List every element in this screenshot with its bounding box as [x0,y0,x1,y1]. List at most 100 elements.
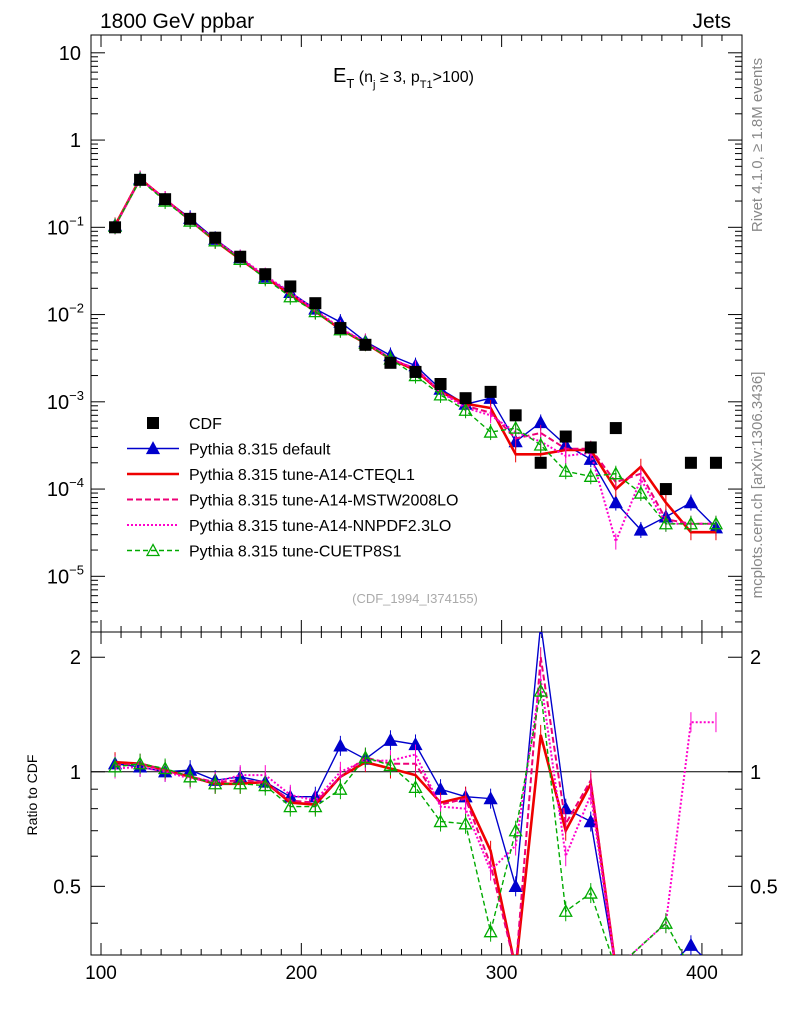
legend-label: Pythia 8.315 tune-A14-MSTW2008LO [189,493,458,510]
legend-label: Pythia 8.315 tune-CUETP8S1 [189,544,402,561]
series-marker [608,466,623,480]
ratio-tick-label-right: 2 [750,647,761,669]
ratio-marker [508,878,523,892]
series-layer [107,170,724,550]
main-panel-frame [90,34,743,633]
ratio-marker [333,781,348,795]
legend-label: Pythia 8.315 tune-A14-CTEQL1 [189,467,415,484]
ratio-marker [533,683,548,697]
y-tick-label: 10−4 [47,475,84,501]
ratio-marker [383,732,398,746]
axis-ticks: 100 200 300 400 10 1 10−1 10−2 10−3 10−4 10−5 0.5 0.… [47,35,778,984]
ratio-marker [658,915,673,929]
ratio-line [114,657,615,955]
y-tick-label: 10−5 [47,562,84,588]
cdf-point [234,250,247,263]
ratio-layer [107,632,717,974]
ratio-marker [660,963,672,974]
ratio-marker [233,776,248,790]
cdf-point [134,173,147,186]
ratio-line [114,690,685,955]
ratio-marker [558,903,573,917]
ratio-axis-label: Ratio to CDF [24,755,40,836]
series-marker [633,522,648,536]
cdf-point [384,356,397,369]
panel-title: ET (nj ≥ 3, pT1>100) [333,65,474,91]
y-tick-label: 10−1 [47,213,84,239]
analysis-tag: (CDF_1994_I374155) [352,591,478,606]
ratio-marker [583,814,598,828]
cdf-point [709,456,722,469]
cdf-point [484,385,497,398]
series-marker [608,495,623,509]
ratio-tick-label-left: 1 [70,762,81,784]
series-marker [308,304,323,318]
rivet-label: Rivet 4.1.0, ≥ 1.8M events [749,58,766,232]
series-marker [633,485,648,499]
series-marker [683,495,699,509]
ratio-marker [408,780,423,794]
legend: CDF Pythia 8.315 default Pythia 8.315 tune… [127,416,458,561]
cdf-point [609,422,622,435]
ratio-marker [433,814,448,828]
legend-marker [145,543,161,557]
ratio-marker [483,791,498,805]
cdf-point [209,231,222,244]
series-marker [283,289,298,303]
y-tick-label: 10 [59,43,81,65]
cdf-point [184,212,197,225]
cdf-point [584,441,597,454]
cdf-point [659,483,672,496]
ratio-line [114,679,716,955]
series-marker [433,387,448,401]
ratio-tick-label-right: 1 [750,762,761,784]
cdf-point [434,378,447,391]
ratio-tick-label-left: 2 [70,647,81,669]
legend-marker-cdf [147,417,159,429]
x-tick-label: 300 [486,963,518,984]
x-tick-label: 100 [85,963,117,984]
series-marker [683,516,699,530]
y-tick-label: 10−2 [47,301,84,327]
cdf-point [459,392,472,405]
legend-label: Pythia 8.315 tune-A14-NNPDF2.3LO [189,518,451,535]
ratio-marker [683,937,699,951]
ratio-marker [107,759,123,773]
cdf-point [284,280,297,293]
ratio-marker [183,769,198,783]
cdf-point [309,297,322,310]
series-marker [558,463,573,477]
series-marker [708,516,724,530]
ratio-marker [333,738,348,752]
x-tick-label: 200 [285,963,317,984]
ratio-tick-label-right: 0.5 [750,876,778,898]
cdf-point [359,338,372,351]
ratio-marker [583,885,598,899]
series-marker [483,424,498,438]
ratio-marker [158,761,173,775]
cdf-point [559,430,572,443]
cdf-point [159,193,172,206]
ratio-marker [483,924,498,938]
ratio-line [114,632,703,955]
ratio-marker [132,756,148,770]
header-right: Jets [692,10,731,33]
ratio-marker [383,757,398,771]
ratio-marker [358,750,373,764]
series-marker [458,402,473,416]
cdf-point [259,268,272,281]
series-marker [508,420,523,434]
x-tick-label: 400 [686,963,718,984]
ratio-marker [433,781,448,795]
ratio-marker [508,823,523,837]
cdf-point [109,221,122,234]
ratio-marker [208,776,223,790]
y-tick-label: 1 [70,130,81,152]
header-left: 1800 GeV ppbar [100,10,254,33]
cdf-point [334,322,347,335]
ratio-marker [283,799,298,813]
ratio-marker [610,963,622,974]
ratio-marker [610,963,622,974]
series-marker [533,437,548,451]
ratio-marker [308,799,323,813]
